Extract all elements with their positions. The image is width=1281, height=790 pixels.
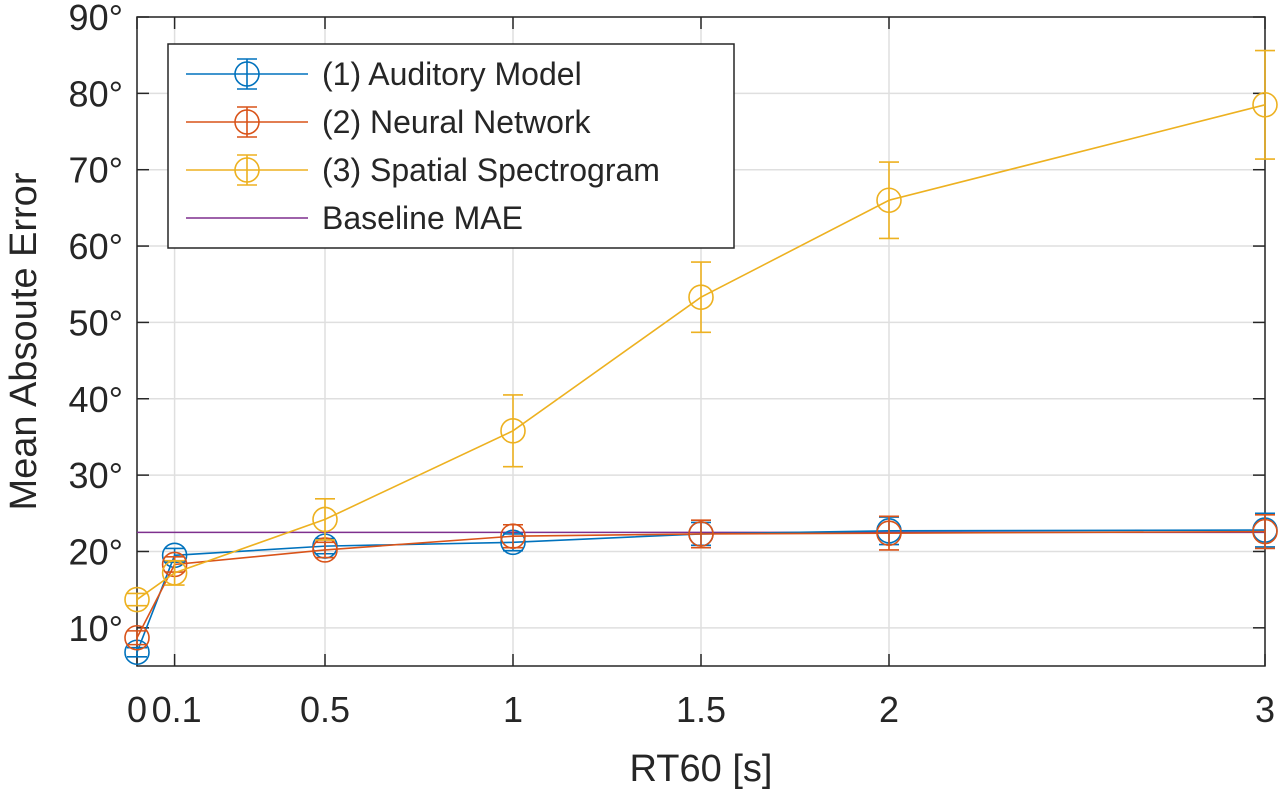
data-point: [876, 520, 902, 546]
y-tick-label: 10°: [69, 608, 123, 649]
y-axis-title: Mean Absoute Error: [3, 172, 45, 510]
y-axis-tick-labels: 10° 20° 30° 40° 50° 60° 70° 80° 90°: [69, 0, 123, 649]
y-tick-label: 80°: [69, 73, 123, 114]
y-tick-label: 60°: [69, 226, 123, 267]
x-tick-label: 0.5: [300, 689, 350, 730]
y-tick-label: 30°: [69, 455, 123, 496]
series-3: [124, 49, 1278, 613]
x-tick-label: 1.5: [676, 689, 726, 730]
data-point: [500, 418, 526, 444]
data-point: [124, 624, 150, 651]
legend-item: Baseline MAE: [186, 200, 523, 236]
series-layer: [124, 49, 1278, 666]
x-tick-label: 2: [879, 689, 899, 730]
data-point: [1252, 92, 1278, 118]
data-point: [876, 187, 902, 214]
y-tick-label: 70°: [69, 150, 123, 191]
x-axis-title: RT60 [s]: [630, 748, 773, 790]
y-tick-label: 90°: [69, 0, 123, 38]
legend-box: [167, 43, 735, 249]
x-axis-tick-labels: 0 0.1 0.5 1 1.5 2 3: [127, 689, 1275, 730]
data-point: [161, 560, 188, 586]
legend-label: Baseline MAE: [322, 200, 523, 236]
y-tick-label: 20°: [69, 531, 123, 572]
y-tick-label: 40°: [69, 379, 123, 420]
legend: (1) Auditory Model (2) Neural Network (3) …: [167, 43, 735, 249]
data-point: [1252, 518, 1278, 545]
legend-item: (1) Auditory Model: [186, 56, 582, 92]
legend-item: (3) Spatial Spectrogram: [186, 152, 660, 188]
legend-label: (3) Spatial Spectrogram: [322, 152, 660, 188]
legend-items: (1) Auditory Model (2) Neural Network (3) …: [186, 56, 660, 236]
x-tick-label: 3: [1255, 689, 1275, 730]
x-tick-label: 1: [503, 689, 523, 730]
legend-label: (1) Auditory Model: [322, 56, 582, 92]
y-tick-label: 50°: [69, 302, 123, 343]
data-point: [312, 506, 338, 533]
data-point: [688, 284, 714, 311]
data-point: [124, 586, 150, 613]
data-point: [500, 523, 526, 550]
x-tick-label: 0.1: [152, 689, 202, 730]
data-point: [688, 521, 714, 547]
legend-label: (2) Neural Network: [322, 104, 592, 140]
x-tick-label: 0: [127, 689, 147, 730]
legend-item: (2) Neural Network: [186, 104, 592, 140]
